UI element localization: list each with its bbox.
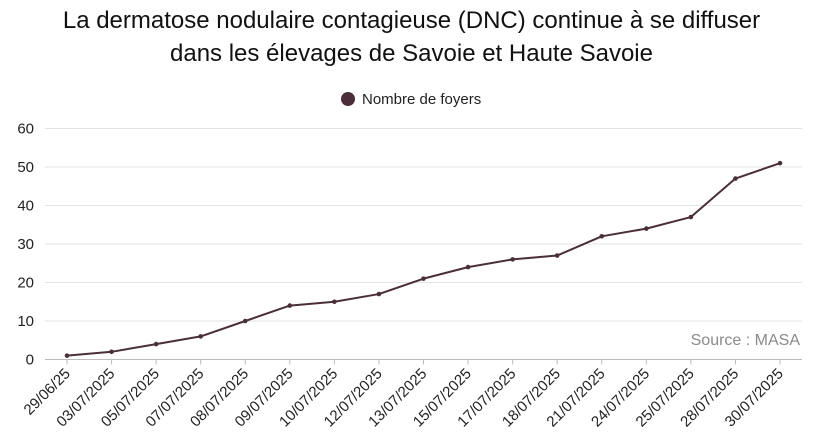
data-point bbox=[554, 253, 560, 258]
data-point bbox=[287, 303, 293, 308]
x-axis-ticks: 29/06/2503/07/202505/07/202507/07/202508… bbox=[21, 359, 787, 430]
y-tick-label: 40 bbox=[17, 198, 34, 215]
chart-title-line-1: La dermatose nodulaire contagieuse (DNC)… bbox=[62, 7, 761, 34]
y-tick-label: 50 bbox=[17, 159, 34, 176]
grid-lines bbox=[45, 128, 802, 360]
data-point bbox=[421, 276, 426, 281]
series-line bbox=[66, 162, 781, 357]
y-tick-label: 60 bbox=[17, 121, 34, 138]
legend: Nombre de foyers bbox=[341, 91, 481, 108]
data-point bbox=[198, 334, 203, 339]
y-tick-label: 30 bbox=[17, 236, 34, 253]
data-point bbox=[644, 226, 649, 231]
data-point bbox=[242, 318, 248, 324]
legend-marker bbox=[341, 92, 355, 106]
data-point bbox=[777, 160, 783, 166]
y-tick-label: 0 bbox=[26, 352, 34, 369]
chart-title-line-2: dans les élevages de Savoie et Haute Sav… bbox=[170, 40, 653, 67]
data-point bbox=[465, 264, 471, 270]
chart-title: La dermatose nodulaire contagieuse (DNC)… bbox=[0, 4, 823, 70]
y-tick-label: 10 bbox=[17, 313, 34, 330]
source-note: Source : MASA bbox=[691, 332, 801, 349]
y-tick-label: 20 bbox=[17, 275, 34, 292]
data-point bbox=[332, 299, 337, 305]
data-point bbox=[109, 349, 114, 355]
data-point bbox=[64, 353, 70, 358]
data-point bbox=[153, 341, 159, 347]
data-point bbox=[599, 234, 605, 239]
y-axis-ticks: 0 10 20 30 40 50 60 bbox=[17, 121, 34, 369]
data-point bbox=[733, 176, 738, 181]
data-point bbox=[510, 257, 515, 262]
legend-label: Nombre de foyers bbox=[362, 91, 481, 108]
data-point bbox=[376, 291, 382, 297]
series-layer bbox=[64, 160, 783, 358]
data-point bbox=[688, 214, 694, 220]
